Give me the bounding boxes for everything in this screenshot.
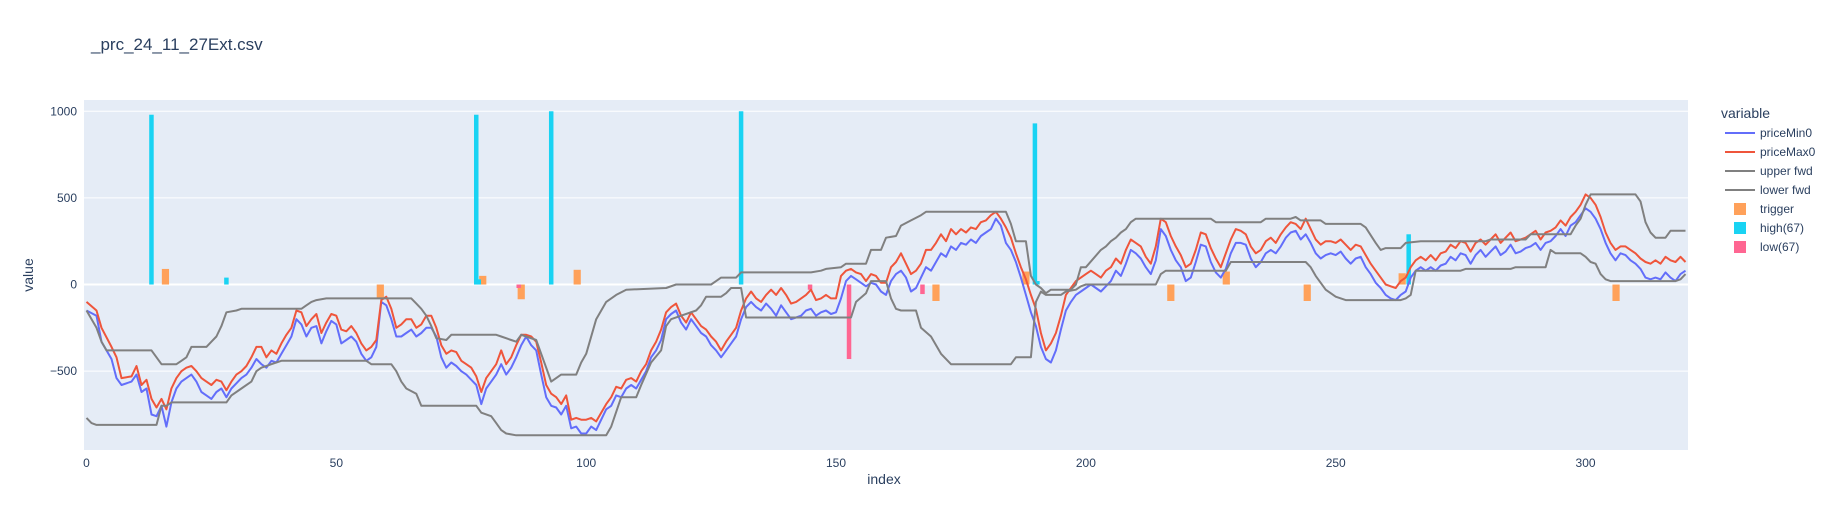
legend-item: priceMin0 [1725, 126, 1812, 140]
legend-items: priceMin0 priceMax0 upper fwd lower fwd trig… [1725, 126, 1816, 254]
legend-item: trigger [1734, 202, 1794, 216]
legend-item: upper fwd [1725, 164, 1813, 178]
legend-label: high(67) [1760, 221, 1804, 235]
bar-traces [149, 111, 1620, 360]
bar-trigger [573, 269, 581, 285]
legend-item: low(67) [1734, 240, 1799, 254]
legend-label: priceMax0 [1760, 145, 1816, 159]
bar-high-67- [1406, 234, 1411, 285]
y-tick-label: 500 [57, 191, 77, 205]
legend-item: priceMax0 [1725, 145, 1816, 159]
bar-trigger [1222, 271, 1230, 285]
line-upper-fwd [85, 193, 1686, 383]
line-traces [85, 193, 1687, 437]
line-pricemin0 [86, 207, 1687, 435]
x-tick-label: 250 [1326, 456, 1346, 470]
legend-title: variable [1721, 105, 1770, 121]
legend-item: high(67) [1734, 221, 1804, 235]
y-tick-label: 0 [70, 278, 77, 292]
line-pricemax0 [85, 193, 1687, 423]
x-tick-label: 0 [83, 456, 90, 470]
chart-title: _prc_24_11_27Ext.csv [90, 35, 263, 54]
x-tick-label: 300 [1576, 456, 1596, 470]
x-tick-labels: 0 50 100 150 200 250 300 [83, 456, 1596, 470]
legend-item: lower fwd [1725, 183, 1811, 197]
bar-low-67- [516, 284, 521, 288]
bar-high-67- [149, 114, 154, 285]
bar-high-67- [738, 111, 744, 285]
y-tick-label: −500 [50, 364, 77, 378]
bar-low-67- [846, 284, 852, 360]
bar-low-67- [920, 284, 925, 295]
bar-trigger [161, 268, 170, 285]
bar-high-67- [548, 111, 554, 285]
bar-trigger [1167, 284, 1175, 301]
bar-high-67- [474, 114, 479, 285]
bar-trigger [1612, 284, 1620, 301]
bar-low-67- [807, 284, 813, 290]
y-tick-label: 1000 [50, 104, 77, 118]
bar-high-67- [224, 277, 229, 285]
legend-bar-swatch [1734, 241, 1746, 253]
legend-label: upper fwd [1760, 164, 1813, 178]
bar-high-67- [1032, 123, 1038, 285]
legend-label: priceMin0 [1760, 126, 1812, 140]
plot-background [84, 100, 1688, 450]
x-tick-label: 200 [1076, 456, 1096, 470]
x-tick-label: 100 [576, 456, 596, 470]
bar-trigger [932, 284, 940, 301]
bar-high-67- [1035, 281, 1040, 285]
bar-trigger [517, 284, 525, 300]
y-tick-labels: 1000 500 0 −500 [50, 104, 77, 378]
legend-label: lower fwd [1760, 183, 1811, 197]
legend-label: low(67) [1760, 240, 1799, 254]
x-tick-label: 150 [826, 456, 846, 470]
x-tick-label: 50 [330, 456, 344, 470]
line-lower-fwd [85, 248, 1687, 437]
bar-trigger [1303, 284, 1311, 301]
x-axis-title: index [867, 471, 900, 487]
bar-high-67- [476, 279, 482, 285]
legend-bar-swatch [1734, 203, 1746, 215]
y-axis-title: value [20, 258, 36, 292]
bar-trigger [376, 284, 384, 299]
legend-bar-swatch [1734, 222, 1746, 234]
legend: variable priceMin0 priceMax0 upper fwd lowe… [1721, 105, 1816, 254]
bar-trigger [479, 275, 487, 285]
legend-label: trigger [1760, 202, 1794, 216]
